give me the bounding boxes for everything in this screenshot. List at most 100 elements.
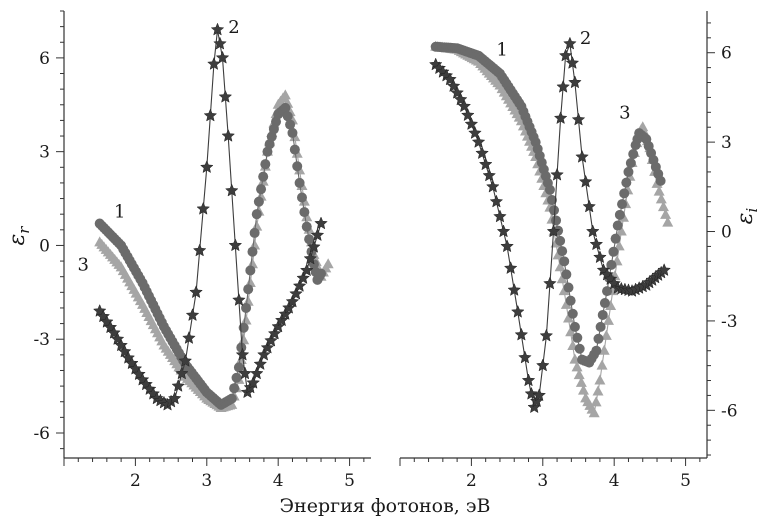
y-tick-label: -6 bbox=[33, 424, 50, 444]
data-point-star bbox=[539, 328, 554, 342]
data-point-circle bbox=[557, 246, 568, 257]
data-point-star bbox=[185, 308, 200, 322]
data-point-star bbox=[285, 294, 300, 308]
data-point-circle bbox=[231, 372, 242, 383]
data-point-star bbox=[496, 224, 511, 238]
data-point-circle bbox=[299, 207, 310, 218]
data-point-circle bbox=[287, 127, 298, 138]
data-point-star bbox=[278, 307, 293, 320]
data-point-triangle bbox=[655, 193, 667, 204]
data-point-star bbox=[260, 340, 275, 354]
data-point-star bbox=[464, 117, 479, 131]
data-point-circle bbox=[597, 309, 608, 320]
data-point-circle bbox=[262, 146, 273, 157]
data-point-star bbox=[264, 333, 278, 347]
x-tick-label: 3 bbox=[537, 471, 548, 491]
data-point-star bbox=[593, 250, 607, 264]
plot-area bbox=[92, 22, 334, 412]
data-point-star bbox=[532, 388, 547, 402]
data-point-star bbox=[189, 285, 203, 299]
y-tick-label: 6 bbox=[39, 49, 50, 69]
data-point-circle bbox=[561, 269, 572, 280]
data-point-star bbox=[296, 271, 310, 285]
data-point-star bbox=[507, 282, 522, 296]
data-point-star bbox=[468, 126, 482, 139]
data-point-star bbox=[221, 128, 236, 142]
data-point-star bbox=[578, 174, 593, 188]
data-point-circle bbox=[236, 342, 247, 353]
data-point-circle bbox=[296, 192, 307, 203]
data-point-circle bbox=[304, 234, 315, 245]
data-point-star bbox=[550, 167, 564, 181]
data-point-star bbox=[210, 22, 225, 36]
data-point-circle bbox=[555, 235, 566, 246]
data-point-triangle bbox=[279, 89, 291, 100]
data-point-star bbox=[461, 108, 475, 122]
data-point-circle bbox=[563, 282, 574, 293]
y-tick-label: 0 bbox=[721, 223, 732, 243]
data-point-star bbox=[565, 55, 580, 69]
data-point-star bbox=[203, 108, 218, 122]
data-point-circle bbox=[241, 302, 252, 313]
data-point-triangle bbox=[577, 384, 589, 395]
data-point-circle bbox=[617, 199, 628, 210]
data-point-triangle bbox=[594, 374, 606, 385]
data-point-star bbox=[249, 366, 264, 380]
series-line bbox=[99, 29, 322, 406]
x-tick-label: 5 bbox=[344, 471, 355, 491]
series-1-circle bbox=[94, 102, 327, 410]
data-point-triangle bbox=[592, 385, 604, 396]
x-tick-label: 4 bbox=[273, 471, 284, 491]
data-point-circle bbox=[606, 259, 617, 270]
data-point-star bbox=[292, 278, 307, 292]
data-point-circle bbox=[569, 321, 580, 332]
data-point-star bbox=[196, 201, 211, 215]
data-point-circle bbox=[593, 333, 604, 344]
data-point-circle bbox=[258, 171, 269, 182]
data-point-triangle bbox=[554, 261, 566, 272]
data-point-circle bbox=[301, 221, 312, 232]
data-point-circle bbox=[294, 177, 305, 188]
data-point-circle bbox=[619, 188, 630, 199]
data-point-triangle bbox=[552, 249, 564, 260]
data-point-star bbox=[558, 48, 573, 62]
data-point-star bbox=[471, 134, 486, 148]
data-point-star bbox=[235, 347, 250, 361]
data-point-triangle bbox=[605, 300, 617, 311]
data-point-circle bbox=[559, 256, 570, 267]
data-point-star bbox=[310, 228, 325, 242]
data-point-star bbox=[457, 99, 472, 113]
data-point-triangle bbox=[657, 201, 669, 212]
data-point-circle bbox=[268, 124, 279, 135]
data-point-triangle bbox=[653, 185, 665, 196]
data-point-star bbox=[553, 111, 568, 125]
data-point-star bbox=[282, 300, 296, 314]
data-point-circle bbox=[612, 220, 623, 231]
data-point-star bbox=[253, 357, 268, 371]
data-point-star bbox=[482, 168, 497, 182]
data-point-circle bbox=[599, 298, 610, 309]
data-point-star bbox=[171, 378, 186, 392]
data-point-circle bbox=[549, 205, 560, 216]
data-point-triangle bbox=[562, 312, 574, 323]
data-point-circle bbox=[253, 196, 264, 207]
data-point-circle bbox=[608, 246, 619, 257]
data-point-circle bbox=[567, 308, 578, 319]
data-point-star bbox=[582, 199, 596, 213]
data-point-circle bbox=[266, 131, 277, 142]
data-point-circle bbox=[621, 177, 632, 188]
data-point-triangle bbox=[565, 326, 577, 337]
data-point-circle bbox=[316, 268, 327, 279]
data-point-star bbox=[274, 313, 289, 327]
data-point-star bbox=[257, 347, 271, 361]
data-point-star bbox=[299, 263, 314, 277]
data-point-circle bbox=[625, 157, 636, 168]
data-point-triangle bbox=[560, 298, 572, 309]
data-point-triangle bbox=[322, 258, 334, 269]
data-point-star bbox=[246, 375, 260, 389]
data-point-triangle bbox=[590, 396, 602, 407]
data-point-star bbox=[175, 366, 189, 380]
x-tick-label: 5 bbox=[680, 471, 691, 491]
curve-label: 3 bbox=[78, 254, 89, 275]
data-point-star bbox=[303, 251, 318, 265]
